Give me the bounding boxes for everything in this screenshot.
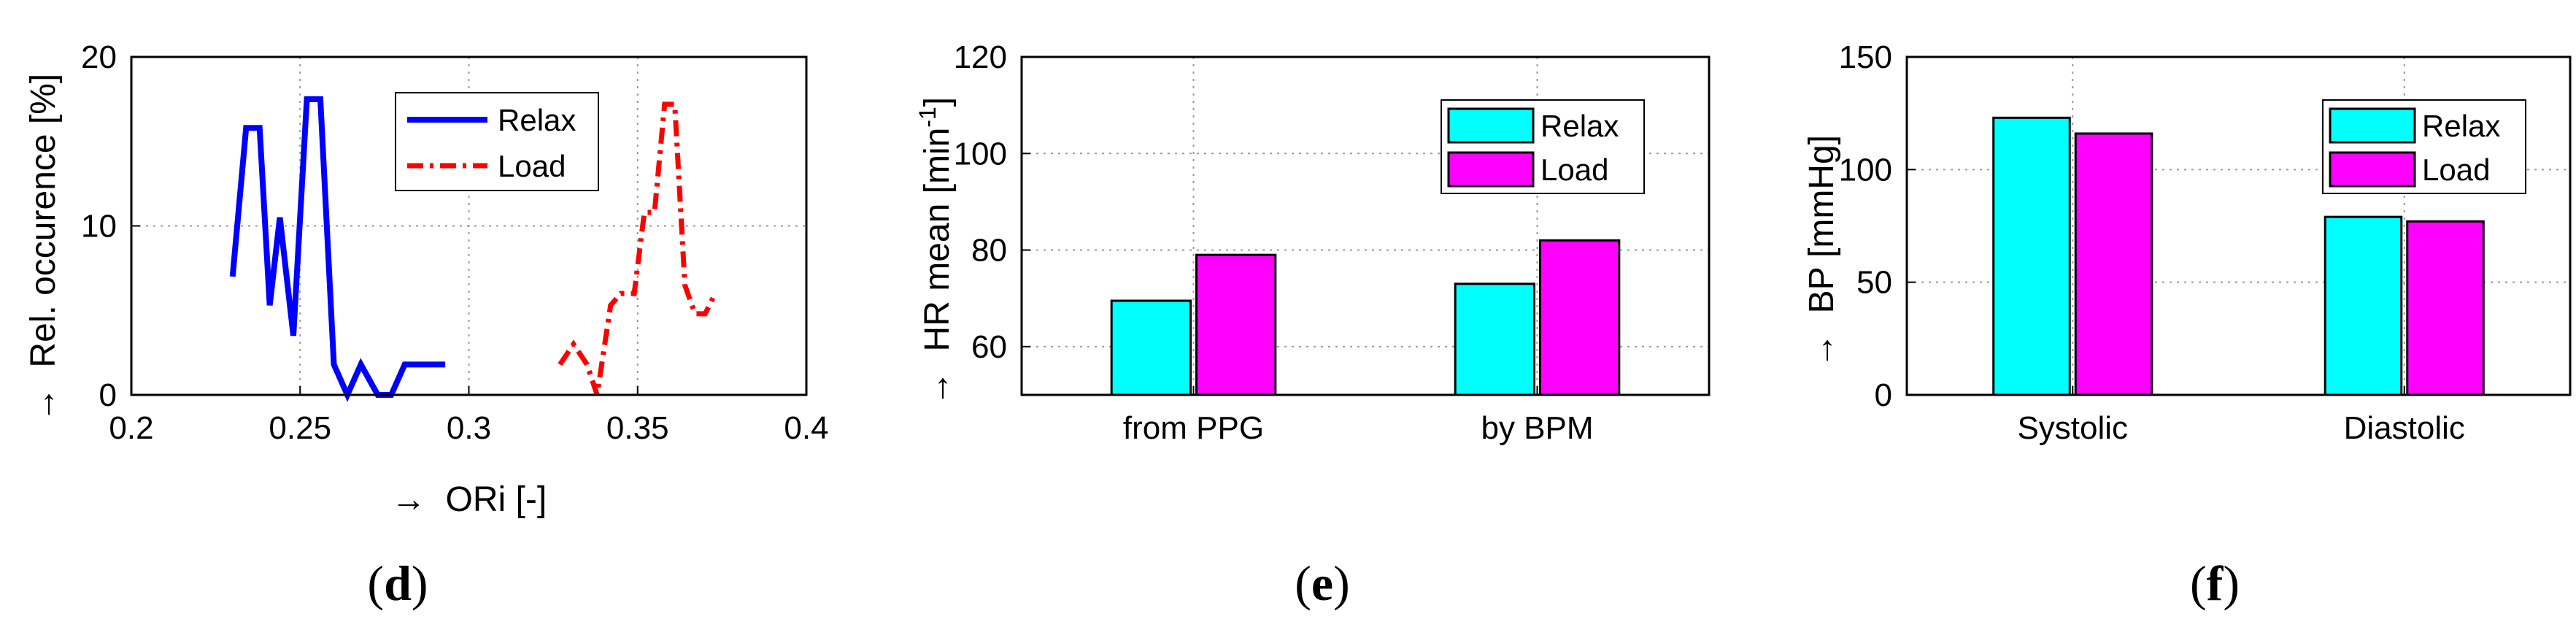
y-tick-label: 150 [1839, 39, 1892, 75]
legend-label-relax: Relax [1540, 109, 1619, 143]
x-tick-label: 0.4 [784, 410, 828, 446]
y-axis-label-group: → BP [mmHg] [1802, 135, 1841, 368]
panel-paren-open: ( [1295, 555, 1311, 611]
legend-label-load: Load [2422, 153, 2490, 187]
y-tick-label: 0 [1875, 377, 1892, 413]
x-tick-label: Diastolic [2344, 410, 2465, 446]
y-tick-label: 0 [99, 377, 117, 413]
plot-frame [1905, 55, 2572, 396]
y-tick-label: 120 [954, 39, 1007, 75]
legend-swatch-relax [1447, 107, 1535, 144]
legend-label-load: Load [498, 149, 566, 183]
plot-frame [1020, 55, 1711, 396]
legend-swatch-load [1447, 151, 1535, 188]
panel-label: (f) [2190, 555, 2240, 611]
panel-letter: d [384, 555, 412, 611]
x-tick-label: 0.2 [109, 410, 153, 446]
x-axis-label: ORi [-] [446, 480, 547, 519]
bar-load-diastolic [2406, 220, 2485, 396]
legend-swatch-relax [2329, 107, 2416, 144]
y-tick-label: 20 [81, 39, 117, 75]
panel-label: (d) [367, 555, 428, 611]
y-tick-label: 100 [1839, 152, 1892, 188]
y-tick-label: 60 [971, 329, 1007, 365]
panel-paren-open: ( [367, 555, 384, 611]
legend-box [395, 92, 599, 191]
y-axis-label: Rel. occurence [%] [24, 74, 63, 368]
bar-load-systolic [2074, 132, 2153, 396]
bar-load-from-ppg [1195, 253, 1277, 396]
panel-paren-close: ) [412, 555, 428, 611]
y-axis-label-group: → Rel. occurence [%] [24, 74, 63, 423]
panel-letter: f [2207, 555, 2224, 611]
y-axis-label-close: ] [918, 97, 957, 107]
y-axis-spacer [1802, 313, 1841, 333]
bar-relax-diastolic [2324, 215, 2403, 396]
y-axis-label: BP [mmHg] [1802, 135, 1841, 314]
x-tick-label: Systolic [2017, 410, 2128, 446]
y-axis-label-group: → HR mean [min-1] [914, 97, 957, 406]
panel-paren-close: ) [1333, 555, 1350, 611]
y-axis-arrow: → [24, 387, 63, 422]
y-tick-label: 50 [1856, 265, 1892, 301]
x-axis-spacer [426, 480, 446, 519]
legend-label-relax: Relax [498, 103, 576, 137]
y-axis-arrow: → [918, 371, 957, 406]
x-tick-label: 0.25 [269, 410, 331, 446]
x-tick-label: 0.35 [606, 410, 669, 446]
y-tick-label: 80 [971, 233, 1007, 269]
bar-relax-systolic [1992, 116, 2071, 396]
x-tick-label: 0.3 [447, 410, 491, 446]
x-axis-label-group: → ORi [-] [391, 480, 547, 519]
bar-relax-from-ppg [1110, 299, 1192, 396]
panel-label: (e) [1295, 555, 1350, 611]
y-axis-spacer [918, 351, 957, 371]
legend-swatch-load [2329, 151, 2416, 188]
series-line-relax [229, 96, 446, 402]
y-axis-arrow: → [1802, 333, 1841, 368]
x-tick-label: from PPG [1123, 410, 1264, 446]
y-axis-spacer [24, 368, 63, 388]
bar-load-by-bpm [1539, 239, 1621, 396]
y-axis-label-exponent: -1 [914, 107, 941, 127]
x-axis-arrow: → [391, 480, 426, 519]
y-axis-label: HR mean [min [918, 128, 957, 352]
legend-label-load: Load [1540, 153, 1608, 187]
legend-label-relax: Relax [2422, 109, 2500, 143]
y-tick-label: 100 [954, 136, 1007, 172]
panel-paren-open: ( [2190, 555, 2207, 611]
bar-relax-by-bpm [1454, 282, 1536, 396]
x-tick-label: by BPM [1481, 410, 1593, 446]
panel-paren-close: ) [2223, 555, 2240, 611]
y-tick-label: 10 [81, 209, 117, 245]
panel-letter: e [1311, 555, 1333, 611]
